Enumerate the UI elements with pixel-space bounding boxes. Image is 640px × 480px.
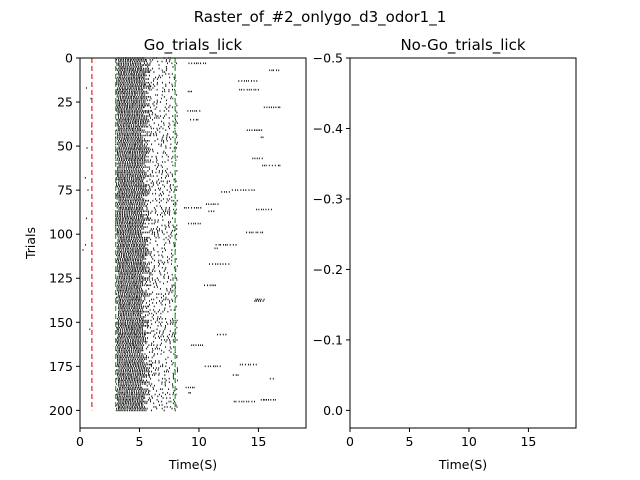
x-tick-label: 5 <box>405 434 413 449</box>
y-tick-label: 200 <box>49 403 73 418</box>
y-tick-label: 0.0 <box>323 403 343 418</box>
x-tick-label: 15 <box>520 434 536 449</box>
y-tick-label: 50 <box>57 139 73 154</box>
x-tick-label: 0 <box>346 434 354 449</box>
y-tick-label: 0 <box>65 51 73 66</box>
y-tick-label: −0.5 <box>313 51 343 66</box>
nogo-trials-y-ticks: 0.0 −0.1 −0.2 −0.3 −0.4 −0.5 <box>313 51 350 418</box>
figure-suptitle: Raster_of_#2_onlygo_d3_odor1_1 <box>194 8 447 27</box>
go-trials-title: Go_trials_lick <box>144 36 243 55</box>
go-trials-x-label: Time(S) <box>168 457 217 472</box>
y-tick-label: −0.2 <box>313 262 343 277</box>
x-tick-label: 15 <box>250 434 266 449</box>
go-trials-y-label: Trials <box>23 227 38 260</box>
y-tick-label: 25 <box>57 95 73 110</box>
y-tick-label: −0.3 <box>313 191 343 206</box>
go-trials-plot-frame <box>79 57 307 429</box>
go-trials-reference-lines <box>91 58 176 411</box>
y-tick-label: 75 <box>57 183 73 198</box>
y-tick-label: −0.1 <box>313 332 343 347</box>
x-tick-label: 0 <box>76 434 84 449</box>
nogo-trials-title: No-Go_trials_lick <box>400 36 525 55</box>
go-trials-y-ticks: 0 25 50 75 100 125 150 175 200 <box>49 51 80 418</box>
nogo-trials-axes: No-Go_trials_lick 0 5 10 15 0.0 −0.1 −0.2 −0.3… <box>313 36 577 472</box>
nogo-trials-x-label: Time(S) <box>438 457 487 472</box>
nogo-trials-x-ticks: 0 5 10 15 <box>346 428 536 449</box>
y-tick-label: 100 <box>49 227 73 242</box>
x-tick-label: 10 <box>461 434 477 449</box>
y-tick-label: 175 <box>49 359 73 374</box>
nogo-trials-plot-frame <box>349 57 577 429</box>
x-tick-label: 5 <box>135 434 143 449</box>
go-trials-x-ticks: 0 5 10 15 <box>76 428 266 449</box>
go-trials-axes: Go_trials_lick 0 5 10 15 0 25 50 75 100 125 150 17… <box>23 36 307 472</box>
y-tick-label: 150 <box>49 315 73 330</box>
x-tick-label: 10 <box>191 434 207 449</box>
y-tick-label: 125 <box>49 271 73 286</box>
y-tick-label: −0.4 <box>313 121 343 136</box>
